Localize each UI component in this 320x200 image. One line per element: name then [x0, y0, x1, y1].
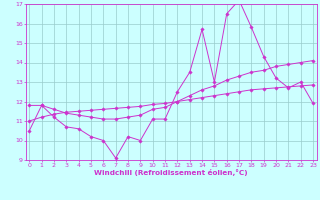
X-axis label: Windchill (Refroidissement éolien,°C): Windchill (Refroidissement éolien,°C) — [94, 169, 248, 176]
